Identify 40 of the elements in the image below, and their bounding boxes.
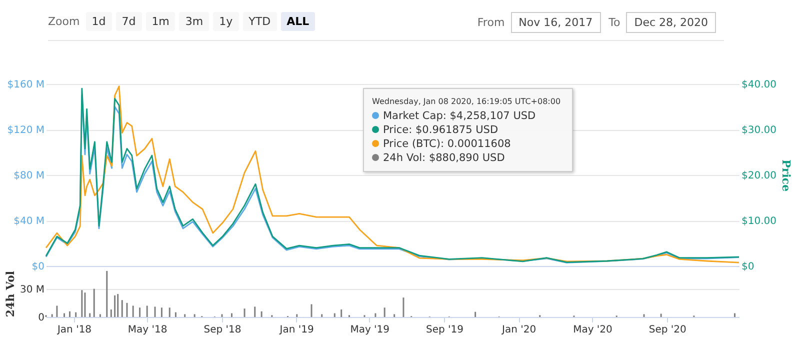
y-tick-label: 0 [38,312,44,324]
x-tick-label: Jan '19 [278,324,314,336]
text: To [608,16,620,29]
text: 1d [86,12,112,31]
x-tick-label: Jan '20 [501,324,536,336]
text: 7d [116,12,142,31]
y2-tick-label: $10.00 [742,216,776,227]
x-tick-label: May '18 [128,324,168,336]
text: 3m [179,12,210,31]
x-tick-label: Jan '18 [56,324,92,336]
x-tick-label: Sep '18 [204,324,242,336]
annotation: Wednesday, Jan 08 2020, 16:19:05 UTC+08:00 [372,96,562,108]
y-tick-label: $120 M [7,125,44,136]
y-axis-title: 24h Vol [4,270,17,318]
x-tick-label: Sep '19 [426,324,464,336]
text: 1m [146,12,176,31]
annotation: Price: $0.961875 USD [383,124,498,136]
y2-axis-title: Price [779,160,792,192]
annotation: Price (BTC): 0.00011608 [383,138,511,150]
text: ALL [280,12,316,31]
y-tick-label: $80 M [14,170,44,182]
text: Zoom [48,15,80,28]
y-tick-label: $0 [32,262,44,272]
annotation: 24h Vol: $880,890 USD [383,152,505,164]
text: 1y [213,12,239,31]
text: From [477,16,505,29]
y-tick-label: 30 M [20,284,44,296]
x-tick-label: May '19 [350,324,390,336]
y2-tick-label: $20.00 [742,170,776,182]
x-tick-label: May '20 [573,324,612,336]
x-tick-label: Sep '20 [648,324,686,336]
text: Nov 16, 2017 [510,12,601,33]
y2-tick-label: $0 [742,262,754,272]
text: YTD [242,12,277,31]
annotation: Market Cap: $4,258,107 USD [383,110,536,122]
text: Dec 28, 2020 [626,12,716,33]
y-tick-label: $40 M [14,216,44,227]
y2-tick-label: $30.00 [742,125,776,136]
y-tick-label: $160 M [7,80,44,90]
y2-tick-label: $40.00 [742,80,776,90]
